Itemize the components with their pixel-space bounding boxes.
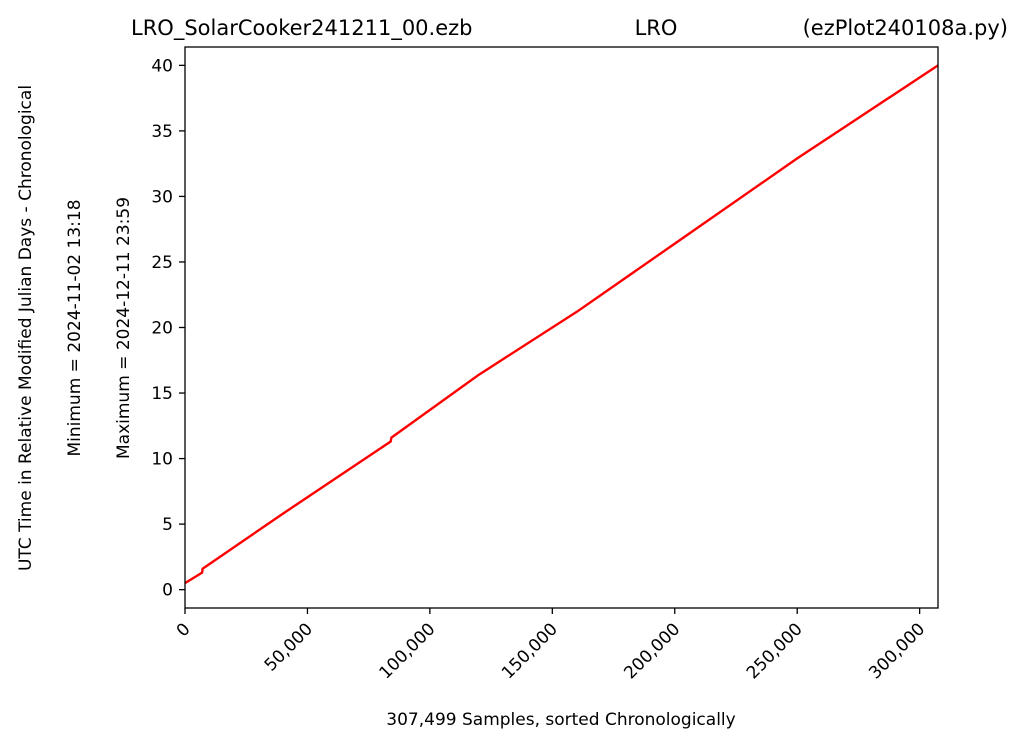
chart-titles: LRO_SolarCooker241211_00.ezb LRO (ezPlot… <box>131 16 1008 41</box>
chart-title-script: (ezPlot240108a.py) <box>803 16 1008 40</box>
y-tick-label: 5 <box>162 515 173 535</box>
y-tick-label: 35 <box>151 122 173 142</box>
x-tick-label: 300,000 <box>865 619 929 683</box>
y-axis-label: UTC Time in Relative Modified Julian Day… <box>16 85 36 571</box>
chart-title-center: LRO <box>635 16 678 40</box>
y-tick-label: 25 <box>151 253 173 273</box>
y-axis-minimum-label: Minimum = 2024-11-02 13:18 <box>65 199 85 456</box>
y-axis-ticks: 0 5 10 15 20 25 30 35 40 <box>151 56 185 601</box>
x-tick-label: 0 <box>173 619 195 641</box>
x-tick-label: 250,000 <box>743 619 807 683</box>
series-line-0 <box>184 64 939 585</box>
y-axis-maximum-label: Maximum = 2024-12-11 23:59 <box>114 197 134 459</box>
y-tick-label: 30 <box>151 187 173 207</box>
x-tick-label: 200,000 <box>620 619 684 683</box>
x-tick-label: 50,000 <box>261 619 317 675</box>
y-tick-label: 20 <box>151 319 173 339</box>
y-tick-label: 40 <box>151 56 173 76</box>
y-tick-label: 10 <box>151 450 173 470</box>
x-tick-label: 100,000 <box>376 619 440 683</box>
plot-frame <box>184 46 939 609</box>
x-axis-label: 307,499 Samples, sorted Chronologically <box>386 710 735 730</box>
y-tick-label: 15 <box>151 384 173 404</box>
plot-area <box>184 46 939 609</box>
y-tick-label: 0 <box>162 581 173 601</box>
y-axis-labels: UTC Time in Relative Modified Julian Day… <box>16 85 134 571</box>
x-axis-ticks: 0 50,000 100,000 150,000 200,000 250,000 300,0… <box>173 608 929 683</box>
chart-title-filename: LRO_SolarCooker241211_00.ezb <box>131 16 473 41</box>
x-tick-label: 150,000 <box>498 619 562 683</box>
